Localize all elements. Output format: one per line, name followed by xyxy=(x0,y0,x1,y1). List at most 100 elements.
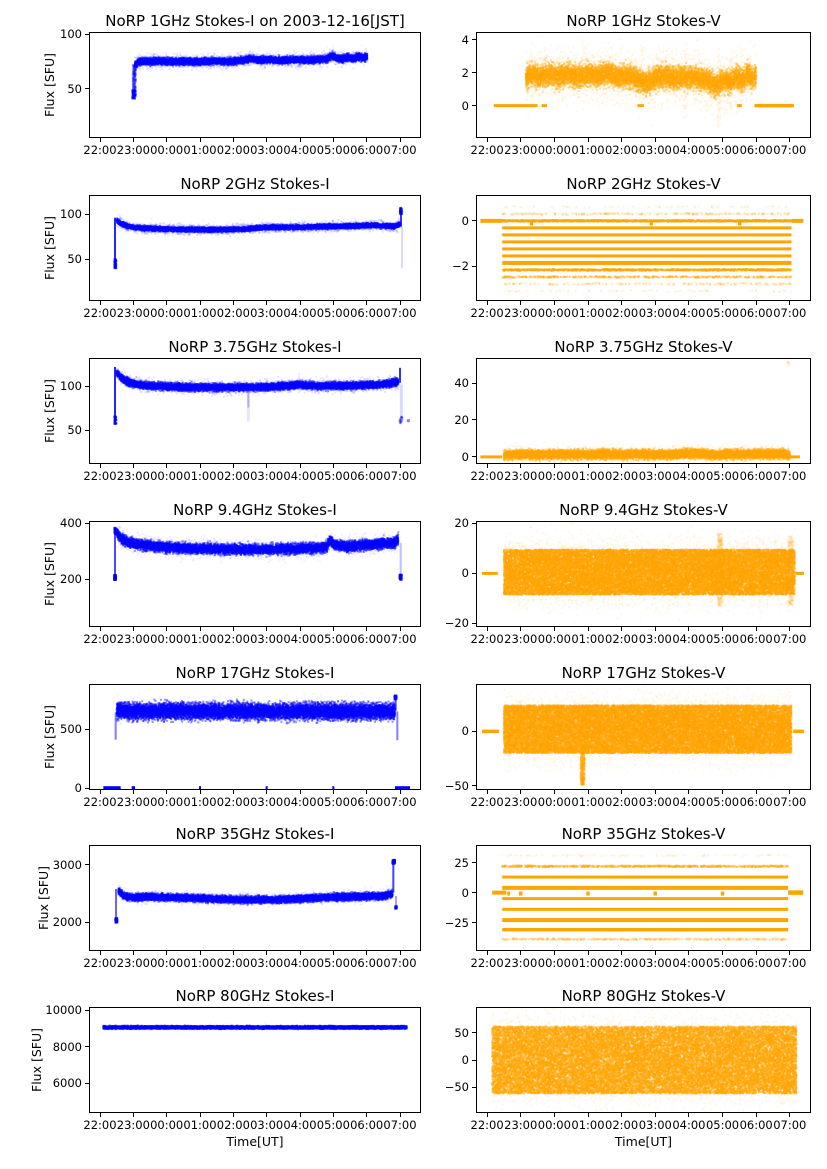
x-tick-label: 05:00 xyxy=(316,306,350,320)
y-tick-label: 10000 xyxy=(45,1003,82,1017)
x-tick-mark xyxy=(132,138,134,142)
plot-title: NoRP 80GHz Stokes-V xyxy=(561,987,726,1005)
x-tick-mark xyxy=(486,1113,488,1117)
x-tick-label: 05:00 xyxy=(316,956,350,970)
x-tick-mark xyxy=(587,627,589,631)
x-tick-mark xyxy=(232,138,234,142)
y-axis-label: Flux [SFU] xyxy=(35,866,51,930)
x-tick-mark xyxy=(166,138,168,142)
x-tick-mark xyxy=(266,301,268,305)
y-tick-label: −25 xyxy=(444,915,469,930)
x-tick-label: 00:00 xyxy=(537,632,571,646)
x-tick-label: 22:00 xyxy=(470,143,504,157)
x-tick-mark xyxy=(266,1113,268,1117)
x-tick-label: 22:00 xyxy=(83,632,117,646)
x-tick-mark xyxy=(299,301,301,305)
x-tick-label: 04:00 xyxy=(283,469,317,483)
x-tick-label: 05:00 xyxy=(316,632,350,646)
x-tick-mark xyxy=(99,790,101,794)
y-tick-mark xyxy=(472,265,476,267)
x-tick-mark xyxy=(621,1113,623,1117)
x-tick-label: 22:00 xyxy=(83,306,117,320)
x-tick-label: 03:00 xyxy=(250,632,284,646)
x-tick-mark xyxy=(722,1113,724,1117)
x-tick-mark xyxy=(654,951,656,955)
x-tick-label: 01:00 xyxy=(571,306,605,320)
x-tick-label: 04:00 xyxy=(283,306,317,320)
x-tick-label: 06:00 xyxy=(739,1118,773,1132)
x-tick-mark xyxy=(399,790,401,794)
x-tick-label: 00:00 xyxy=(537,469,571,483)
x-tick-label: 04:00 xyxy=(283,143,317,157)
x-tick-mark xyxy=(99,1113,101,1117)
y-tick-mark xyxy=(472,382,476,384)
x-tick-mark xyxy=(789,627,791,631)
x-tick-label: 04:00 xyxy=(283,795,317,809)
axes-box xyxy=(476,1007,811,1113)
x-tick-mark xyxy=(399,951,401,955)
y-tick-label: 0 xyxy=(461,98,469,113)
y-tick-label: −50 xyxy=(444,1080,469,1095)
x-tick-mark xyxy=(266,627,268,631)
x-tick-mark xyxy=(654,790,656,794)
x-tick-label: 06:00 xyxy=(739,143,773,157)
x-tick-label: 04:00 xyxy=(672,632,706,646)
x-tick-mark xyxy=(789,1113,791,1117)
x-tick-mark xyxy=(486,790,488,794)
axes-box xyxy=(89,684,421,790)
y-tick-mark xyxy=(85,213,89,215)
y-tick-label: 100 xyxy=(60,27,82,42)
y-tick-label: 50 xyxy=(67,423,82,438)
x-tick-label: 23:00 xyxy=(504,632,538,646)
x-tick-label: 00:00 xyxy=(537,956,571,970)
x-tick-label: 01:00 xyxy=(571,469,605,483)
x-tick-mark xyxy=(199,301,201,305)
x-tick-label: 00:00 xyxy=(537,143,571,157)
y-tick-mark xyxy=(472,1059,476,1061)
x-tick-label: 02:00 xyxy=(605,1118,639,1132)
x-tick-label: 00:00 xyxy=(150,1118,184,1132)
x-tick-label: 04:00 xyxy=(672,469,706,483)
x-tick-mark xyxy=(132,951,134,955)
y-tick-mark xyxy=(472,220,476,222)
x-tick-label: 03:00 xyxy=(638,632,672,646)
x-tick-label: 02:00 xyxy=(605,306,639,320)
x-tick-mark xyxy=(299,627,301,631)
x-tick-mark xyxy=(299,138,301,142)
x-tick-mark xyxy=(722,301,724,305)
plot-canvas xyxy=(477,1008,810,1112)
y-tick-mark xyxy=(85,921,89,923)
x-tick-label: 05:00 xyxy=(316,469,350,483)
x-tick-mark xyxy=(553,301,555,305)
x-tick-label: 00:00 xyxy=(537,1118,571,1132)
plot-title: NoRP 1GHz Stokes-I on 2003-12-16[JST] xyxy=(105,12,405,30)
x-tick-label: 22:00 xyxy=(83,143,117,157)
y-tick-label: 0 xyxy=(461,213,469,228)
x-tick-mark xyxy=(332,951,334,955)
y-axis-label: Flux [SFU] xyxy=(42,705,58,769)
x-tick-mark xyxy=(486,301,488,305)
x-tick-label: 06:00 xyxy=(350,1118,384,1132)
y-tick-label: 400 xyxy=(60,516,82,531)
x-tick-label: 05:00 xyxy=(705,795,740,809)
x-tick-label: 04:00 xyxy=(283,632,317,646)
x-tick-label: 05:00 xyxy=(316,143,350,157)
x-tick-label: 05:00 xyxy=(705,306,740,320)
y-tick-mark xyxy=(472,862,476,864)
x-tick-mark xyxy=(399,301,401,305)
x-tick-label: 22:00 xyxy=(470,1118,504,1132)
x-tick-mark xyxy=(166,951,168,955)
x-tick-mark xyxy=(366,627,368,631)
y-axis-label: Flux [SFU] xyxy=(42,379,58,443)
x-tick-label: 02:00 xyxy=(216,956,250,970)
x-tick-mark xyxy=(266,790,268,794)
x-tick-mark xyxy=(232,627,234,631)
x-tick-mark xyxy=(132,1113,134,1117)
plot-canvas xyxy=(477,196,810,300)
x-tick-label: 00:00 xyxy=(150,306,184,320)
plot-canvas xyxy=(477,33,810,137)
plot-title: NoRP 2GHz Stokes-V xyxy=(566,175,721,193)
x-tick-label: 01:00 xyxy=(183,306,217,320)
plot-canvas xyxy=(90,685,420,789)
x-tick-label: 02:00 xyxy=(605,469,639,483)
